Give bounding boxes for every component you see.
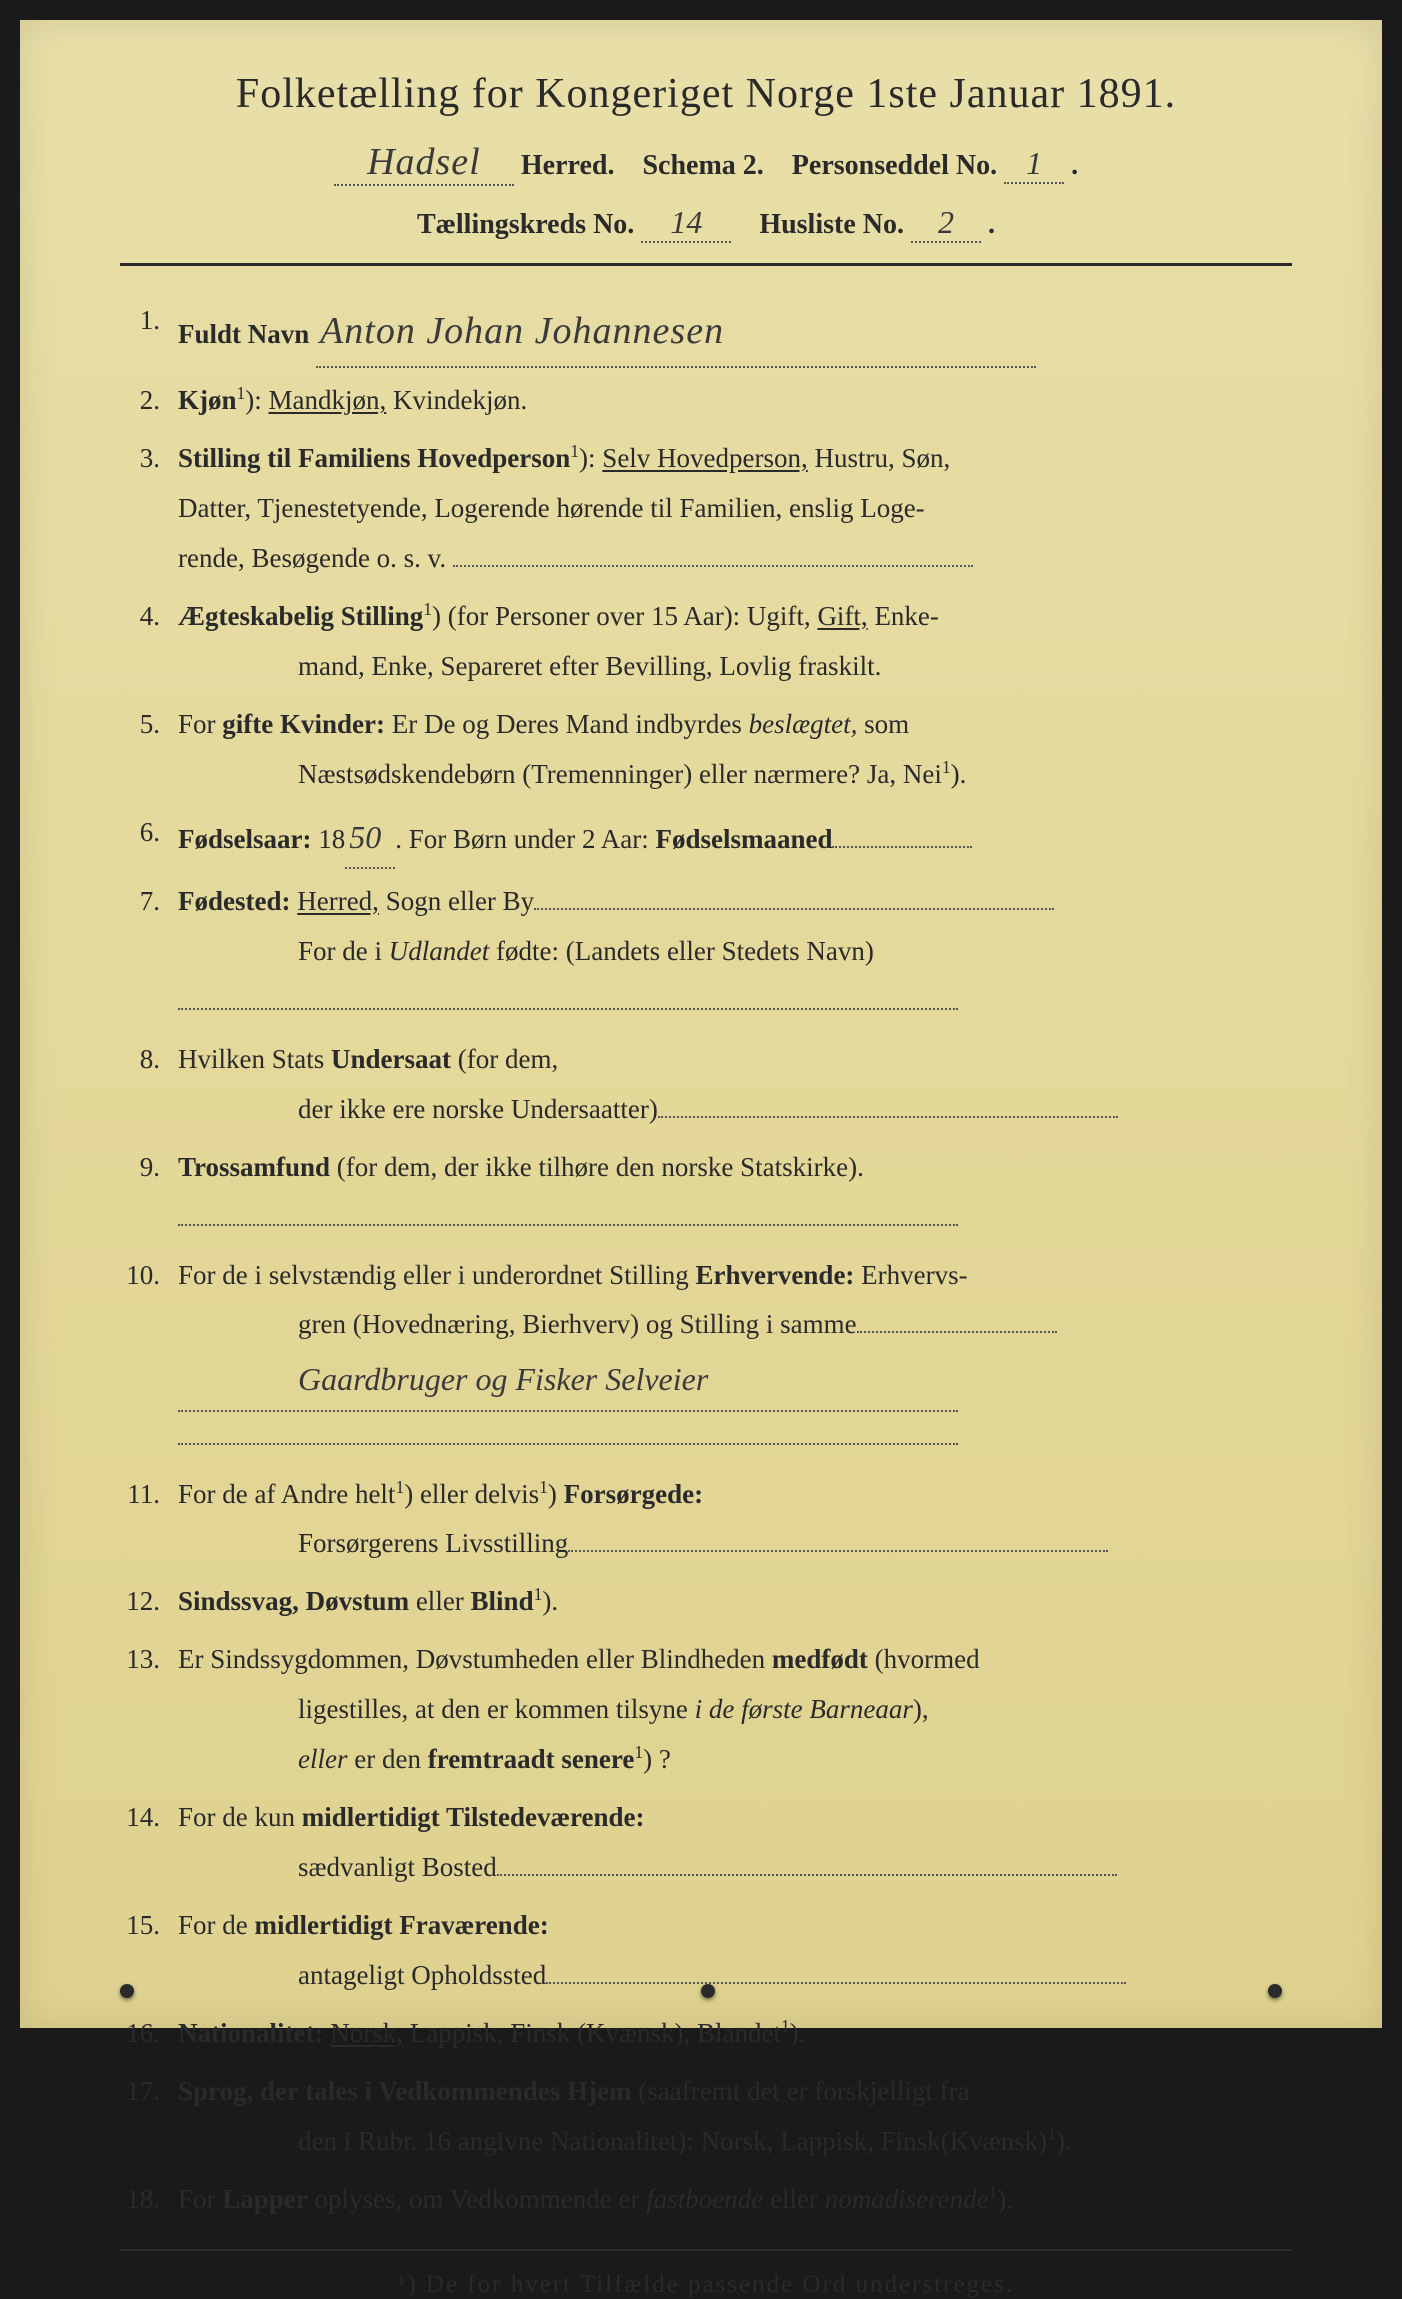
item-3: 3. Stilling til Familiens Hovedperson1):… [120,434,1292,584]
item-9: 9. Trossamfund (for dem, der ikke tilhør… [120,1143,1292,1243]
item-16: 16. Nationalitet: Norsk, Lappisk, Finsk … [120,2009,1292,2059]
header-row-1: Hadsel Herred. Schema 2. Personseddel No… [120,140,1292,186]
item-10: 10. For de i selvstændig eller i underor… [120,1251,1292,1462]
husliste-label: Husliste No. [759,209,904,240]
kreds-label: Tællingskreds No. [417,209,634,240]
item-4: 4. Ægteskabelig Stilling1) (for Personer… [120,592,1292,692]
item-14: 14. For de kun midlertidigt Tilstedevære… [120,1793,1292,1893]
item-5: 5. For gifte Kvinder: Er De og Deres Man… [120,700,1292,800]
husliste-no: 2 [911,204,981,243]
item-18: 18. For Lapper oplyses, om Vedkommende e… [120,2175,1292,2225]
header-row-2: Tællingskreds No. 14 Husliste No. 2 . [120,204,1292,243]
item-7: 7. Fødested: Herred, Sogn eller By For d… [120,877,1292,1027]
kreds-no: 14 [641,204,731,243]
page-title: Folketælling for Kongeriget Norge 1ste J… [120,70,1292,118]
top-divider [120,263,1292,266]
item-11: 11. For de af Andre helt1) eller delvis1… [120,1470,1292,1570]
item-2: 2. Kjøn1): Mandkjøn, Kvindekjøn. [120,376,1292,426]
item-12: 12. Sindssvag, Døvstum eller Blind1). [120,1577,1292,1627]
item-13: 13. Er Sindssygdommen, Døvstumheden elle… [120,1635,1292,1785]
schema-label: Schema 2. [642,150,763,181]
herred-value: Hadsel [334,140,514,186]
item-8: 8. Hvilken Stats Undersaat (for dem, der… [120,1035,1292,1135]
item-17: 17. Sprog, der tales i Vedkommendes Hjem… [120,2067,1292,2167]
name-value: Anton Johan Johannesen [316,296,1036,368]
person-no: 1 [1004,145,1064,184]
form-items: 1. Fuldt Navn Anton Johan Johannesen 2. … [120,296,1292,2225]
bottom-divider [120,2249,1292,2251]
footnote: ¹) De for hvert Tilfælde passende Ord un… [120,2271,1292,2299]
tack-icon [701,1984,715,1998]
item-6: 6. Fødselsaar: 1850. For Børn under 2 Aa… [120,808,1292,869]
person-label: Personseddel No. [792,150,997,181]
item-1: 1. Fuldt Navn Anton Johan Johannesen [120,296,1292,368]
tack-icon [1268,1984,1282,1998]
tack-icon [120,1984,134,1998]
census-form-page: Folketælling for Kongeriget Norge 1ste J… [20,20,1382,2028]
herred-label: Herred. [521,150,615,181]
